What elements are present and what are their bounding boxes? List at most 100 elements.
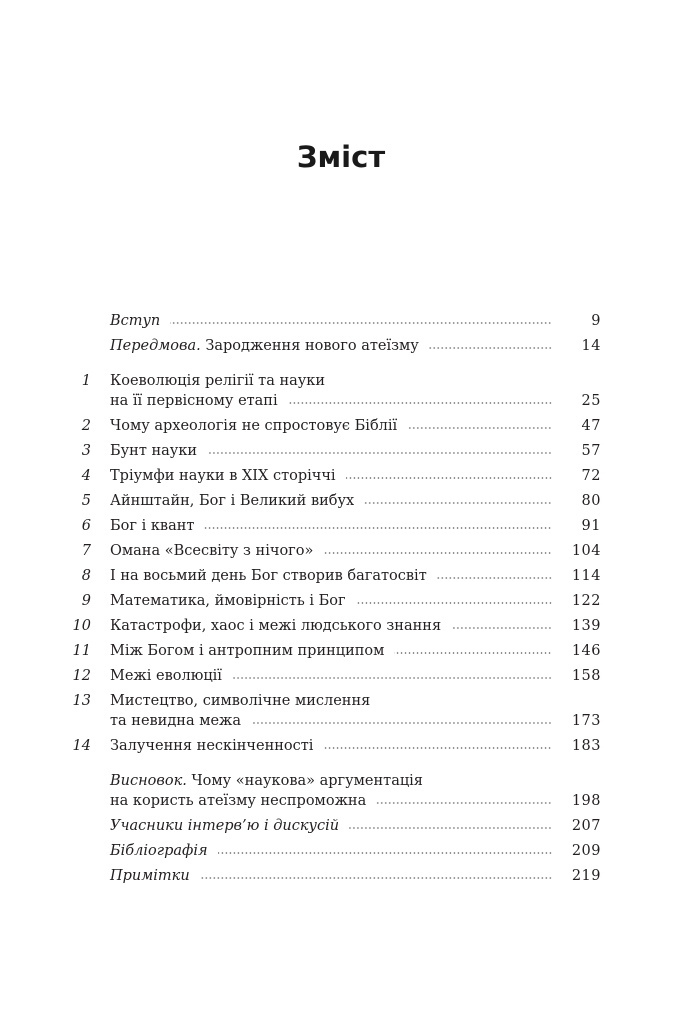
page-number: 72 <box>581 468 601 484</box>
toc-entry[interactable]: Передмова. Зародження нового атеїзму 14 <box>0 336 682 356</box>
entry-title-line: Учасники інтерв’ю і дискусій <box>110 816 339 836</box>
entry-title-line: Вступ <box>110 311 160 331</box>
chapter-number: 12 <box>72 668 91 684</box>
entry-content: Катастрофи, хаос і межі людського знання <box>110 616 552 636</box>
entry-title-line: І на восьмий день Бог створив багатосвіт <box>110 566 427 586</box>
entry-title-text: Бог і квант <box>110 518 195 534</box>
chapter-number <box>0 311 110 331</box>
toc-entry[interactable]: 14 Залучення нескінченності 183 <box>0 736 682 756</box>
toc-entry[interactable]: 10 Катастрофи, хаос і межі людського знан… <box>0 616 682 636</box>
entry-title-text: І на восьмий день Бог створив багатосвіт <box>110 568 427 584</box>
toc-entry[interactable]: Вступ 9 <box>0 311 682 331</box>
chapter-number <box>0 771 110 811</box>
entry-title-line: та невидна межа <box>110 711 241 731</box>
entry-title-text: Межі еволюції <box>110 668 222 684</box>
entry-italic-label: Примітки <box>110 868 190 884</box>
page-number: 219 <box>571 868 601 884</box>
entry-title-line: Коеволюція релігії та науки <box>110 371 552 391</box>
entry-last-line: на користь атеїзму неспроможна <box>110 791 552 811</box>
entry-last-line: Омана «Всесвіту з нічого» <box>110 541 552 561</box>
entry-italic-label: Передмова. <box>110 338 201 354</box>
entry-title-text: Математика, ймовірність і Бог <box>110 593 346 609</box>
entry-title-line: Омана «Всесвіту з нічого» <box>110 541 313 561</box>
chapter-number <box>0 336 110 356</box>
chapter-number: 11 <box>72 643 91 659</box>
chapter-number: 8 <box>81 568 91 584</box>
entry-title-line: Бунт науки <box>110 441 197 461</box>
entry-title-text: Чому «наукова» аргументація <box>186 773 423 789</box>
page-number: 209 <box>571 843 601 859</box>
dot-leader <box>376 801 552 805</box>
dot-leader <box>407 426 552 430</box>
toc-entry[interactable]: 7 Омана «Всесвіту з нічого» 104 <box>0 541 682 561</box>
toc-entry[interactable]: 3 Бунт науки 57 <box>0 441 682 461</box>
dot-leader <box>323 551 552 555</box>
entry-title-text: та невидна межа <box>110 713 242 729</box>
page-number: 198 <box>571 793 601 809</box>
entry-content: Висновок. Чому «наукова» аргументація на … <box>110 771 552 811</box>
dot-leader <box>231 676 552 680</box>
entry-title-text: Чому археологія не спростовує Біблії <box>110 418 398 434</box>
dot-leader <box>170 321 552 325</box>
page-number: 146 <box>571 643 601 659</box>
page-number: 91 <box>581 518 601 534</box>
group-gap <box>0 761 682 771</box>
entry-last-line: Катастрофи, хаос і межі людського знання <box>110 616 552 636</box>
toc-entry[interactable]: 1 Коеволюція релігії та науки на її первіс… <box>0 371 682 411</box>
dot-leader <box>199 876 552 880</box>
toc-entry[interactable]: Бібліографія 209 <box>0 841 682 861</box>
entry-content: Математика, ймовірність і Бог <box>110 591 552 611</box>
entry-last-line: на її первісному етапі <box>110 391 552 411</box>
entry-content: І на восьмий день Бог створив багатосвіт <box>110 566 552 586</box>
entry-title-text: Тріумфи науки в XIX сторіччі <box>110 468 336 484</box>
chapter-number: 4 <box>81 468 91 484</box>
entry-title-line: Бібліографія <box>110 841 208 861</box>
page-number: 122 <box>571 593 601 609</box>
dot-leader <box>349 826 552 830</box>
entry-content: Бунт науки <box>110 441 552 461</box>
entry-title-text: Айнштайн, Бог і Великий вибух <box>110 493 355 509</box>
page-number: 14 <box>581 338 601 354</box>
entry-last-line: Залучення нескінченності <box>110 736 552 756</box>
entry-last-line: Бог і квант <box>110 516 552 536</box>
toc-entry[interactable]: Примітки 219 <box>0 866 682 886</box>
entry-title-line: Айнштайн, Бог і Великий вибух <box>110 491 354 511</box>
entry-last-line: Примітки <box>110 866 552 886</box>
entry-italic-label: Вступ <box>110 313 161 329</box>
dot-leader <box>287 401 552 405</box>
group-gap <box>0 361 682 371</box>
table-of-contents: Вступ 9 Передмова. Зародження нового атеїз… <box>0 311 682 891</box>
toc-entry[interactable]: 13 Мистецтво, символічне мислення та невид… <box>0 691 682 731</box>
entry-title-line: Чому археологія не спростовує Біблії <box>110 416 397 436</box>
entry-title-line: Мистецтво, символічне мислення <box>110 691 552 711</box>
entry-title-line: Примітки <box>110 866 190 886</box>
entry-last-line: Вступ <box>110 311 552 331</box>
entry-title-text: на її первісному етапі <box>110 393 278 409</box>
toc-entry[interactable]: 2 Чому археологія не спростовує Біблії 47 <box>0 416 682 436</box>
entry-title-line: на її первісному етапі <box>110 391 278 411</box>
toc-entry[interactable]: 5 Айнштайн, Бог і Великий вибух 80 <box>0 491 682 511</box>
toc-entry[interactable]: 12 Межі еволюції 158 <box>0 666 682 686</box>
toc-entry[interactable]: 4 Тріумфи науки в XIX сторіччі 72 <box>0 466 682 486</box>
entry-title-line: Між Богом і антропним принципом <box>110 641 384 661</box>
toc-entry[interactable]: 11 Між Богом і антропним принципом 146 <box>0 641 682 661</box>
page-number: 80 <box>581 493 601 509</box>
dot-leader <box>207 451 552 455</box>
entry-title-text: Бунт науки <box>110 443 198 459</box>
toc-entry[interactable]: 6 Бог і квант 91 <box>0 516 682 536</box>
entry-title-line: на користь атеїзму неспроможна <box>110 791 366 811</box>
entry-content: Передмова. Зародження нового атеїзму <box>110 336 552 356</box>
entry-content: Межі еволюції <box>110 666 552 686</box>
entry-italic-label: Бібліографія <box>110 843 208 859</box>
entry-last-line: Передмова. Зародження нового атеїзму <box>110 336 552 356</box>
entry-content: Вступ <box>110 311 552 331</box>
entry-last-line: Межі еволюції <box>110 666 552 686</box>
page-number: 25 <box>581 393 601 409</box>
entry-title-line: Залучення нескінченності <box>110 736 313 756</box>
toc-entry[interactable]: Висновок. Чому «наукова» аргументація на … <box>0 771 682 811</box>
toc-entry[interactable]: 8 І на восьмий день Бог створив багатосві… <box>0 566 682 586</box>
chapter-number <box>0 841 110 861</box>
entry-content: Залучення нескінченності <box>110 736 552 756</box>
toc-entry[interactable]: 9 Математика, ймовірність і Бог 122 <box>0 591 682 611</box>
toc-entry[interactable]: Учасники інтерв’ю і дискусій 207 <box>0 816 682 836</box>
